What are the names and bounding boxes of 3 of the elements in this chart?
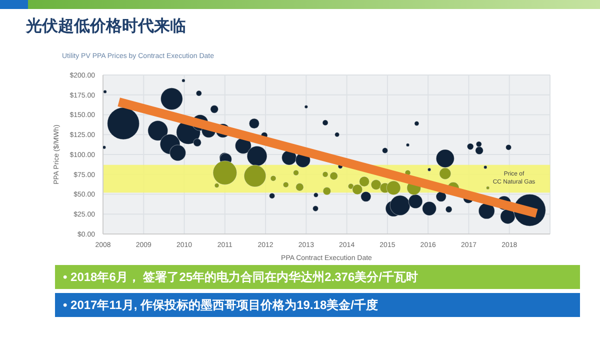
text: • 2018年6月， 签署了25年的电力合同在内华达州2.376美分/千瓦时 <box>55 265 580 289</box>
text: • 2017年11月, 作保投标的墨西哥项目价格为19.18美金/千度 <box>55 293 580 317</box>
chart-title: 光伏超低价格时代来临 <box>26 16 186 37</box>
